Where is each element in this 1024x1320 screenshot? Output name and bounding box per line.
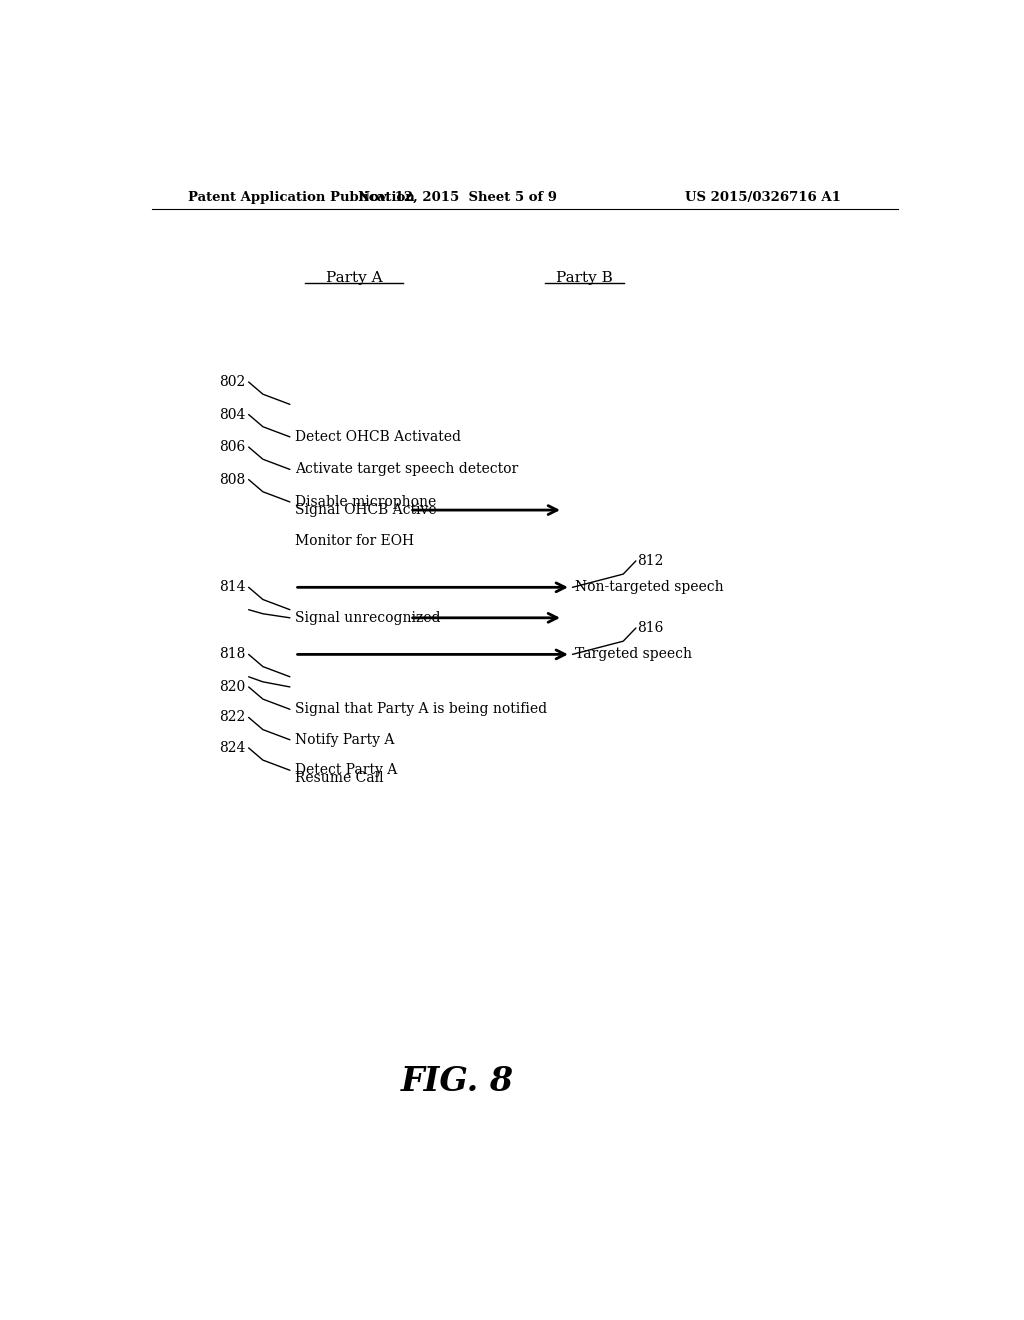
Text: Non-targeted speech: Non-targeted speech (574, 581, 723, 594)
Text: Disable microphone: Disable microphone (295, 495, 436, 510)
Text: 816: 816 (638, 620, 664, 635)
Text: Signal unrecognized: Signal unrecognized (295, 611, 440, 624)
Text: 804: 804 (219, 408, 246, 421)
Text: Activate target speech detector: Activate target speech detector (295, 462, 518, 477)
Text: Patent Application Publication: Patent Application Publication (187, 190, 415, 203)
Text: 818: 818 (219, 647, 246, 661)
Text: 822: 822 (219, 710, 246, 725)
Text: FIG. 8: FIG. 8 (400, 1065, 514, 1098)
Text: Signal OHCB Active: Signal OHCB Active (295, 503, 436, 517)
Text: Monitor for EOH: Monitor for EOH (295, 533, 414, 548)
Text: Resume Call: Resume Call (295, 771, 383, 785)
Text: Signal that Party A is being notified: Signal that Party A is being notified (295, 702, 547, 717)
Text: Detect Party A: Detect Party A (295, 763, 397, 777)
Text: Notify Party A: Notify Party A (295, 733, 394, 747)
Text: US 2015/0326716 A1: US 2015/0326716 A1 (685, 190, 841, 203)
Text: 820: 820 (219, 680, 246, 694)
Text: 808: 808 (219, 473, 246, 487)
Text: 814: 814 (219, 581, 246, 594)
Text: 812: 812 (638, 554, 664, 568)
Text: Party B: Party B (556, 272, 612, 285)
Text: Detect OHCB Activated: Detect OHCB Activated (295, 430, 461, 444)
Text: Nov. 12, 2015  Sheet 5 of 9: Nov. 12, 2015 Sheet 5 of 9 (357, 190, 557, 203)
Text: Targeted speech: Targeted speech (574, 647, 692, 661)
Text: 824: 824 (219, 741, 246, 755)
Text: 806: 806 (219, 440, 246, 454)
Text: 802: 802 (219, 375, 246, 389)
Text: Party A: Party A (326, 272, 383, 285)
